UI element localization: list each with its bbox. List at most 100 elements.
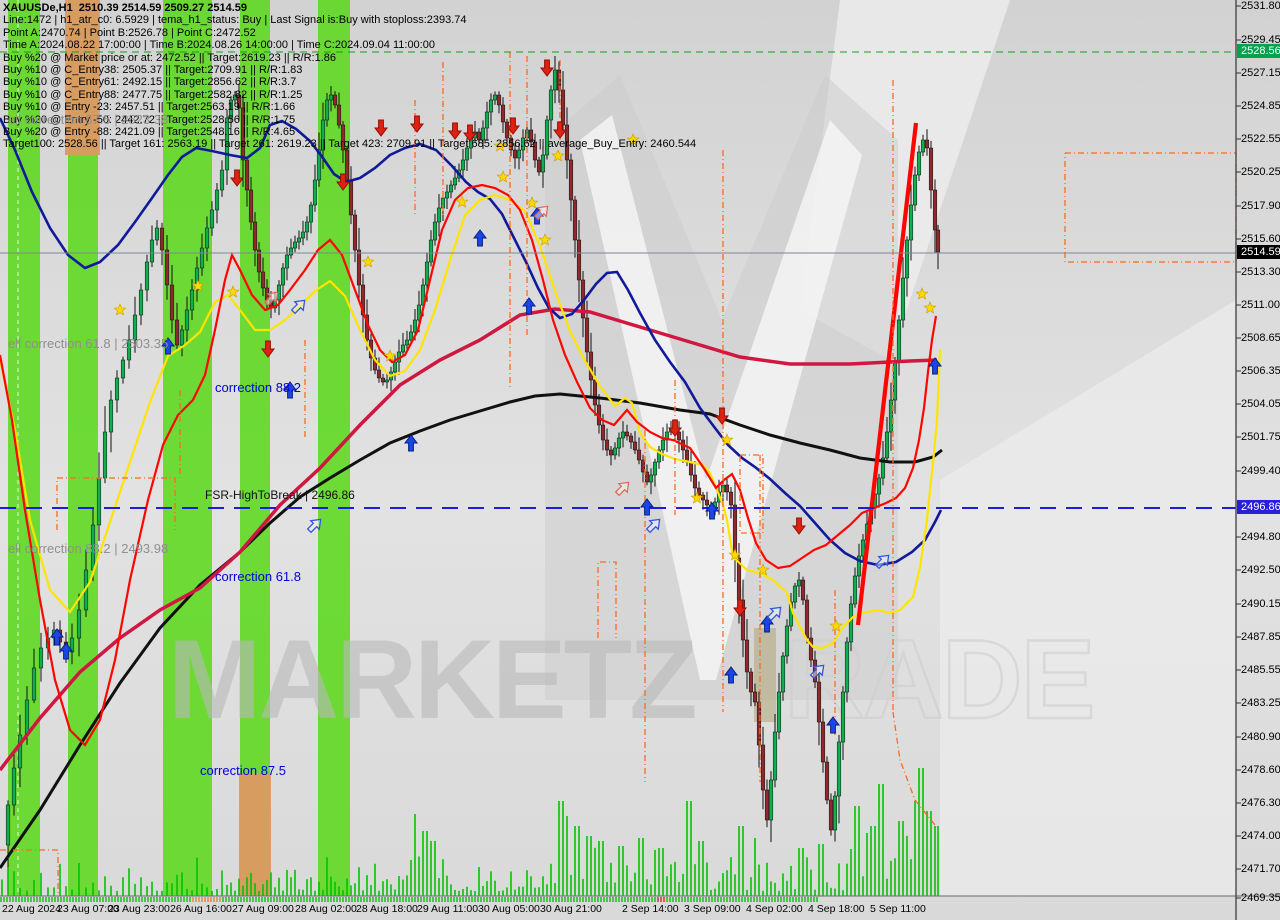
price-tick: 2520.25: [1241, 166, 1280, 178]
sell-arrow-icon: [336, 173, 350, 191]
signal-zone: [65, 0, 100, 155]
logo-v-shape: [580, 115, 862, 680]
time-tick: 3 Sep 09:00: [684, 903, 741, 915]
price-tick: 2469.35: [1241, 892, 1280, 904]
time-tick: 23 Aug 23:00: [108, 903, 170, 915]
star-marker-icon: [383, 349, 397, 362]
time-tick: 26 Aug 16:00: [170, 903, 232, 915]
sell-arrow-icon: [715, 407, 729, 425]
buy-hollow-arrow-icon: [645, 518, 661, 534]
price-tick: 2524.85: [1241, 100, 1280, 112]
price-tick: 2515.60: [1241, 233, 1280, 245]
minute-tick-strip: [0, 897, 818, 902]
price-axis[interactable]: 2531.80 2529.45 2527.15 2524.85 2522.55 2520.…: [1237, 0, 1280, 920]
star-marker-icon: [113, 303, 127, 316]
sell-arrow-icon: [230, 169, 244, 187]
price-tick: 2501.75: [1241, 431, 1280, 443]
time-tick: 2 Sep 14:00: [622, 903, 679, 915]
star-marker-icon: [829, 619, 843, 632]
sell-arrow-icon: [540, 59, 554, 77]
buy-arrow-icon: [59, 642, 73, 660]
trendline-steep-red: [855, 122, 919, 626]
star-marker-icon: [690, 491, 704, 504]
star-marker-icon: [915, 287, 929, 300]
star-marker-icon: [728, 548, 742, 561]
time-tick: 28 Aug 02:00: [295, 903, 357, 915]
time-tick: 23 Aug 07:00: [57, 903, 119, 915]
price-tick: 2513.30: [1241, 266, 1280, 278]
price-tick: 2504.05: [1241, 398, 1280, 410]
buy-arrow-icon: [283, 381, 297, 399]
price-tick: 2492.50: [1241, 564, 1280, 576]
price-tick: 2474.00: [1241, 830, 1280, 842]
time-tick: 30 Aug 21:00: [540, 903, 602, 915]
price-badge: 2496.86: [1237, 500, 1280, 514]
price-tick: 2490.15: [1241, 598, 1280, 610]
star-marker-icon: [191, 279, 205, 292]
ma-navy: [0, 117, 943, 567]
price-tick: 2485.55: [1241, 664, 1280, 676]
buy-hollow-arrow-icon: [809, 664, 825, 680]
price-tick: 2522.55: [1241, 133, 1280, 145]
price-tick: 2471.70: [1241, 863, 1280, 875]
sell-arrow-icon: [733, 599, 747, 617]
signal-arrows: [50, 59, 942, 734]
time-tick: 28 Aug 18:00: [356, 903, 418, 915]
exit-hollow-arrow-icon: [533, 205, 549, 221]
ma-crimson: [0, 307, 938, 772]
exit-hollow-arrow-icon: [614, 481, 630, 497]
buy-arrow-icon: [724, 666, 738, 684]
star-marker-icon: [923, 301, 937, 314]
buy-arrow-icon: [640, 498, 654, 516]
exit-hollow-arrow-icon: [263, 291, 279, 307]
candlesticks: [5, 56, 941, 868]
price-tick: 2480.90: [1241, 731, 1280, 743]
buy-hollow-arrow-icon: [874, 554, 890, 570]
price-tick: 2527.15: [1241, 67, 1280, 79]
price-tick: 2487.85: [1241, 631, 1280, 643]
price-tick: 2506.35: [1241, 365, 1280, 377]
sell-arrow-icon: [506, 117, 520, 135]
sell-arrow-icon: [792, 517, 806, 535]
star-marker-icon: [361, 255, 375, 268]
time-tick: 5 Sep 11:00: [870, 903, 926, 915]
sell-arrow-icon: [463, 124, 477, 142]
buy-arrow-icon: [473, 229, 487, 247]
time-tick: 22 Aug 2024: [2, 903, 61, 915]
price-tick: 2476.30: [1241, 797, 1280, 809]
session-stripe: [163, 0, 212, 896]
buy-arrow-icon: [826, 716, 840, 734]
price-tick: 2517.90: [1241, 200, 1280, 212]
ma-red: [0, 183, 938, 747]
zigzag-orange-dashes: [0, 52, 1237, 896]
star-marker-icon: [720, 433, 734, 446]
volume-histogram: [1, 768, 939, 896]
buy-arrow-icon: [522, 297, 536, 315]
buy-hollow-arrow-icon: [306, 518, 322, 534]
star-marker-icon: [538, 233, 552, 246]
time-axis[interactable]: 22 Aug 2024 23 Aug 07:00 23 Aug 23:00 26 Au…: [0, 901, 1280, 920]
time-tick: 27 Aug 09:00: [232, 903, 294, 915]
price-tick: 2494.80: [1241, 531, 1280, 543]
buy-arrow-icon: [404, 434, 418, 452]
buy-arrow-icon: [161, 337, 175, 355]
sell-arrow-icon: [410, 115, 424, 133]
sell-arrow-icon: [448, 122, 462, 140]
buy-arrow-icon: [705, 502, 719, 520]
price-tick: 2499.40: [1241, 465, 1280, 477]
price-tick: 2529.45: [1241, 34, 1280, 46]
price-tick: 2531.80: [1241, 0, 1280, 12]
star-marker-icon: [496, 170, 510, 183]
buy-hollow-arrow-icon: [290, 299, 306, 315]
buy-arrow-icon: [50, 628, 64, 646]
star-marker-icon: [493, 139, 507, 152]
buy-arrow-icon: [928, 357, 942, 375]
signal-zone: [239, 773, 271, 896]
time-tick: 30 Aug 05:00: [478, 903, 540, 915]
sell-arrow-icon: [374, 119, 388, 137]
star-marker-icon: [455, 195, 469, 208]
star-marker-icon: [226, 285, 240, 298]
price-tick: 2511.00: [1241, 299, 1280, 311]
